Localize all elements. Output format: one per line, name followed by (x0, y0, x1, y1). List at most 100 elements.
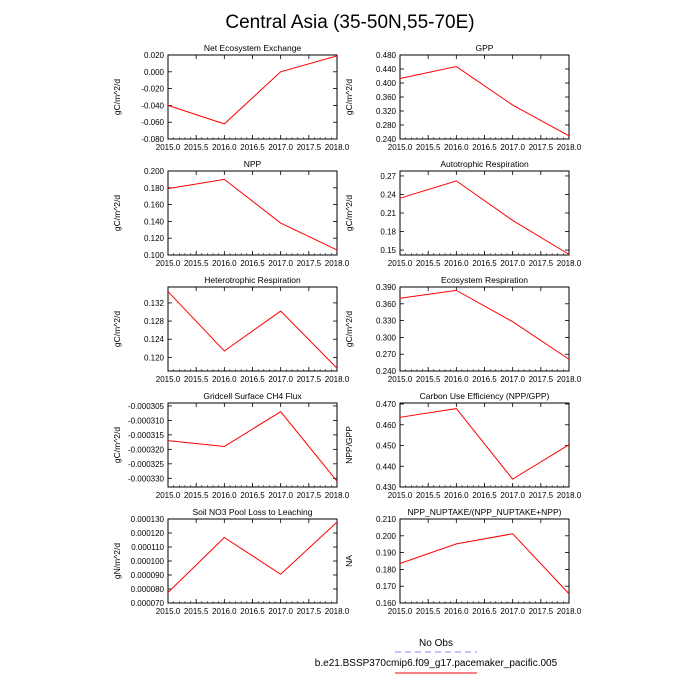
x-tick-label: 2017.0 (500, 375, 525, 384)
y-axis-label: NA (344, 555, 354, 567)
y-tick-label: 0.240 (376, 135, 397, 144)
y-tick-label: 0.300 (376, 333, 397, 342)
x-tick-label: 2015.0 (156, 607, 181, 616)
plot-frame (399, 518, 570, 604)
y-tick-label: 0.000080 (131, 585, 165, 594)
y-tick-label: 0.280 (376, 121, 397, 130)
x-tick-label: 2016.5 (240, 607, 265, 616)
y-tick-label: 0.190 (376, 549, 397, 558)
series-line (399, 533, 570, 595)
panel-title: Autotrophic Respiration (440, 159, 529, 169)
legend-model-label: b.e21.BSSP370cmip6.f09_g17.pacemaker_pac… (315, 658, 558, 669)
x-tick-label: 2015.5 (416, 607, 441, 616)
panel-title: Soil NO3 Pool Loss to Leaching (192, 507, 312, 517)
x-tick-label: 2015.0 (388, 375, 413, 384)
figure-title: Central Asia (35-50N,55-70E) (225, 12, 474, 33)
y-tick-label: 0.330 (376, 317, 397, 326)
x-tick-label: 2016.5 (472, 607, 497, 616)
y-tick-label: -0.000330 (128, 474, 165, 483)
x-tick-label: 2016.0 (444, 491, 469, 500)
plot-frame (167, 54, 338, 140)
x-tick-label: 2016.5 (472, 143, 497, 152)
y-tick-label: 0.15 (380, 246, 396, 255)
y-tick-label: 0.120 (144, 234, 165, 243)
panel-title: Carbon Use Efficiency (NPP/GPP) (420, 391, 550, 401)
y-tick-label: 0.24 (380, 190, 396, 199)
legend: No Obs b.e21.BSSP370cmip6.f09_g17.pacema… (315, 638, 558, 674)
x-tick-label: 2015.0 (388, 143, 413, 152)
y-tick-label: 0.450 (376, 442, 397, 451)
y-tick-label: 0.440 (376, 65, 397, 74)
y-tick-label: 0.140 (144, 217, 165, 226)
x-tick-label: 2016.5 (240, 259, 265, 268)
x-tick-label: 2017.5 (297, 375, 322, 384)
x-tick-label: 2015.0 (156, 143, 181, 152)
y-tick-label: -0.000305 (128, 402, 165, 411)
x-tick-label: 2015.5 (416, 375, 441, 384)
y-tick-label: 0.21 (380, 209, 396, 218)
legend-obs-label: No Obs (419, 638, 453, 649)
x-tick-label: 2017.5 (529, 143, 554, 152)
chart-panel-10: NPP_NUPTAKE/(NPP_NUPTAKE+NPP) 2015.0 2015.… (344, 507, 582, 616)
x-tick-label: 2018.0 (557, 375, 582, 384)
x-tick-label: 2015.5 (184, 491, 209, 500)
y-tick-label: 0.360 (376, 93, 397, 102)
y-tick-label: 0.160 (376, 599, 397, 608)
y-tick-label: 0.000130 (131, 515, 165, 524)
plot-frame (167, 518, 338, 604)
x-tick-label: 2018.0 (557, 607, 582, 616)
x-tick-label: 2016.0 (212, 491, 237, 500)
y-tick-label: 0.170 (376, 582, 397, 591)
x-tick-label: 2017.5 (529, 375, 554, 384)
x-tick-label: 2016.0 (444, 143, 469, 152)
x-tick-label: 2017.0 (268, 491, 293, 500)
x-tick-label: 2015.0 (388, 259, 413, 268)
panel-title: Net Ecosystem Exchange (204, 43, 302, 53)
panel-title: NPP (244, 159, 262, 169)
x-tick-label: 2015.0 (156, 375, 181, 384)
series-line (399, 408, 570, 480)
x-tick-label: 2017.0 (268, 259, 293, 268)
y-tick-label: 0.124 (144, 335, 165, 344)
y-tick-label: 0.132 (144, 299, 165, 308)
x-tick-label: 2016.0 (212, 607, 237, 616)
x-tick-label: 2016.0 (444, 607, 469, 616)
series-line (399, 66, 570, 137)
y-tick-label: -0.000320 (128, 445, 165, 454)
y-tick-label: 0.200 (144, 167, 165, 176)
x-tick-label: 2017.0 (500, 143, 525, 152)
y-tick-label: 0.270 (376, 350, 397, 359)
y-tick-label: 0.210 (376, 515, 397, 524)
chart-panel-2: GPP 2015.0 2015.5 2016.0 2016.5 2017.0 2017.5 2… (344, 43, 582, 152)
y-tick-label: -0.020 (141, 85, 164, 94)
series-line (167, 521, 338, 593)
plot-frame (399, 402, 570, 488)
x-tick-label: 2017.0 (500, 491, 525, 500)
y-tick-label: 0.000090 (131, 571, 165, 580)
y-axis-label: gC/m^2/d (112, 79, 122, 115)
y-axis-label: gN/m^2/d (112, 543, 122, 579)
y-tick-label: 0.000110 (131, 543, 164, 552)
x-tick-label: 2015.5 (416, 259, 441, 268)
chart-panel-3: NPP 2015.0 2015.5 2016.0 2016.5 2017.0 2017.5 2… (112, 159, 350, 268)
y-axis-label: gC/m^2/d (112, 427, 122, 463)
plot-frame (167, 170, 338, 256)
y-tick-label: 0.020 (144, 51, 165, 60)
x-tick-label: 2015.0 (388, 607, 413, 616)
x-tick-label: 2017.5 (297, 143, 322, 152)
x-tick-label: 2015.5 (416, 143, 441, 152)
panel-title: NPP_NUPTAKE/(NPP_NUPTAKE+NPP) (408, 507, 562, 517)
y-tick-label: 0.240 (376, 367, 397, 376)
y-tick-label: 0.470 (376, 400, 397, 409)
plot-frame (399, 286, 570, 372)
chart-panel-9: Soil NO3 Pool Loss to Leaching 2015.0 2015… (112, 507, 350, 616)
y-tick-label: 0.000 (144, 68, 165, 77)
x-tick-label: 2016.5 (472, 491, 497, 500)
x-tick-label: 2018.0 (325, 375, 350, 384)
y-tick-label: -0.080 (141, 135, 164, 144)
x-tick-label: 2017.5 (297, 607, 322, 616)
